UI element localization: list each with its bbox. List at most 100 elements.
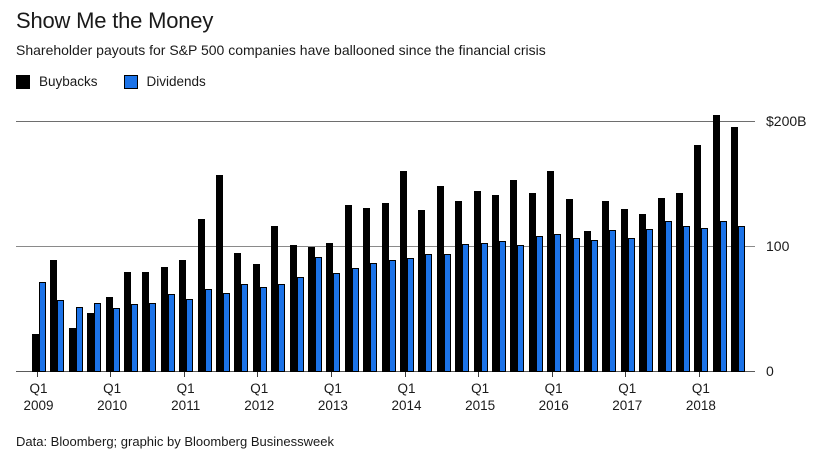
buybacks-bar xyxy=(492,195,499,372)
x-axis-label-2015: Q1 2015 xyxy=(465,381,496,413)
dividends-bar xyxy=(609,230,617,372)
dividends-bar xyxy=(719,221,727,372)
dividends-bar xyxy=(57,300,65,372)
dividends-bar xyxy=(131,304,138,372)
y-axis-label-200: $200B xyxy=(766,113,807,129)
x-axis-tick-2014 xyxy=(404,372,406,377)
dividends-swatch-icon xyxy=(123,74,138,89)
buybacks-bar xyxy=(676,193,683,372)
buybacks-bar xyxy=(620,209,628,372)
buybacks-bar xyxy=(326,243,334,372)
dividends-bar xyxy=(204,289,212,372)
dividends-bar xyxy=(480,243,488,372)
dividends-bar xyxy=(535,236,543,372)
dividends-bar xyxy=(554,234,562,372)
buybacks-bar xyxy=(197,219,205,372)
buybacks-bar xyxy=(308,247,315,372)
x-axis-label-2010: Q1 2010 xyxy=(97,381,128,413)
buybacks-swatch-icon xyxy=(16,74,30,89)
dividends-bar xyxy=(296,277,304,372)
x-axis-label-2009: Q1 2009 xyxy=(23,381,54,413)
dividends-bar xyxy=(278,284,286,372)
x-axis-label-2017: Q1 2017 xyxy=(612,381,643,413)
legend-item-buybacks: Buybacks xyxy=(16,74,98,89)
dividends-bar xyxy=(94,303,102,372)
buybacks-bar xyxy=(216,175,223,372)
buybacks-bar xyxy=(584,231,591,372)
buybacks-bar xyxy=(50,260,58,372)
source-credit: Data: Bloomberg; graphic by Bloomberg Bu… xyxy=(16,434,334,449)
x-axis-tick-2018 xyxy=(698,372,700,377)
dividends-bar xyxy=(167,294,175,372)
legend-label-dividends: Dividends xyxy=(146,74,206,89)
dividends-bar xyxy=(664,221,672,372)
dividends-bar xyxy=(315,257,322,372)
x-axis-label-2016: Q1 2016 xyxy=(538,381,569,413)
buybacks-bar xyxy=(160,267,168,372)
buybacks-bar xyxy=(455,201,463,372)
buybacks-bar xyxy=(124,272,131,372)
buybacks-bar xyxy=(639,214,647,372)
buybacks-bar xyxy=(142,272,150,372)
x-axis-tick-2017 xyxy=(625,372,627,377)
buybacks-bar xyxy=(87,313,95,372)
buybacks-bar xyxy=(657,198,665,372)
buybacks-bar xyxy=(252,264,260,372)
legend: Buybacks Dividends xyxy=(16,74,206,89)
x-axis-tick-2011 xyxy=(183,372,185,377)
x-axis-label-2018: Q1 2018 xyxy=(685,381,716,413)
x-axis-label-2013: Q1 2013 xyxy=(317,381,348,413)
dividends-bar xyxy=(351,268,359,372)
gridline-200 xyxy=(16,121,755,122)
buybacks-bar xyxy=(400,171,407,372)
buybacks-bar xyxy=(694,145,702,372)
buybacks-bar xyxy=(731,127,739,372)
dividends-bar xyxy=(407,258,414,372)
x-axis-tick-2016 xyxy=(551,372,553,377)
buybacks-bar xyxy=(602,201,610,372)
dividends-bar xyxy=(683,226,690,372)
y-axis-label-0: 0 xyxy=(766,363,774,379)
x-axis-tick-2012 xyxy=(257,372,259,377)
buybacks-bar xyxy=(344,205,352,372)
dividends-bar xyxy=(149,303,157,372)
buybacks-bar xyxy=(32,334,39,372)
dividends-bar xyxy=(186,299,194,372)
dividends-bar xyxy=(223,293,230,372)
legend-item-dividends: Dividends xyxy=(123,74,206,89)
dividends-bar xyxy=(370,263,378,372)
buybacks-bar xyxy=(473,191,481,372)
y-axis-label-100: 100 xyxy=(766,238,790,254)
dividends-bar xyxy=(499,241,506,372)
x-axis-tick-2013 xyxy=(330,372,332,377)
dividends-bar xyxy=(39,282,46,372)
dividends-bar xyxy=(646,229,654,372)
dividends-bar xyxy=(259,287,267,372)
buybacks-bar xyxy=(105,297,113,372)
dividends-bar xyxy=(591,240,598,372)
dividends-bar xyxy=(572,238,580,372)
legend-label-buybacks: Buybacks xyxy=(39,74,98,89)
buybacks-bar xyxy=(418,210,426,372)
buybacks-bar xyxy=(712,115,720,372)
plot-area xyxy=(16,115,755,372)
chart-subtitle: Shareholder payouts for S&P 500 companie… xyxy=(16,42,546,58)
buybacks-bar xyxy=(510,180,518,372)
buybacks-bar xyxy=(363,208,371,372)
dividends-bar xyxy=(425,254,433,372)
dividends-bar xyxy=(517,245,525,372)
buybacks-bar xyxy=(528,193,536,372)
dividends-bar xyxy=(701,228,709,372)
dividends-bar xyxy=(241,284,249,372)
dividends-bar xyxy=(75,307,83,372)
dividends-bar xyxy=(462,244,470,372)
buybacks-bar xyxy=(565,199,573,372)
dividends-bar xyxy=(738,226,746,372)
buybacks-bar xyxy=(381,203,389,372)
buybacks-bar xyxy=(234,253,242,372)
x-axis-label-2011: Q1 2011 xyxy=(171,381,201,413)
x-axis-tick-2009 xyxy=(36,372,38,377)
page-title: Show Me the Money xyxy=(16,8,214,33)
x-axis-label-2012: Q1 2012 xyxy=(244,381,275,413)
